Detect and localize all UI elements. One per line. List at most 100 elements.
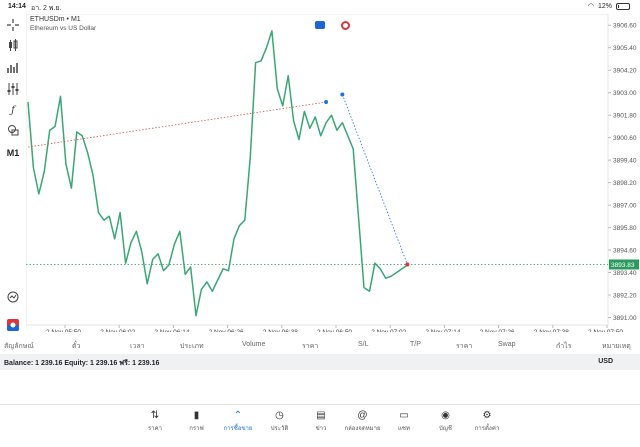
nav-label: ข่าว [315,426,327,432]
quotes-icon: ⇅ [150,410,160,421]
price-tick-label: 3903.00 [613,90,637,97]
bottom-navigation: ⇅ ราคา ▮ กราฟ ⌃ การซื้อขาย ◷ ประวัติ ▤ ข่าว @ กล่อง… [0,404,640,447]
time-tick-label: 2 Nov 07:26 [480,329,515,332]
projection-start-point [340,92,345,97]
chart-description: Ethereum vs US Dollar [30,25,97,32]
last-price-point [405,262,410,267]
trend-anchor-point [324,100,329,105]
status-bar: 14:14 อา. 2 พ.ย. ◠ 12% [0,0,640,14]
trade-column-header: เวลา [130,343,145,350]
time-tick-label: 2 Nov 06:14 [154,329,189,332]
price-tick-label: 3904.20 [613,68,637,75]
status-date: อา. 2 พ.ย. [31,5,62,12]
chart-icon: ▮ [193,410,200,421]
nav-item-chart[interactable]: ▮ กราฟ [177,409,217,433]
price-tick-label: 3901.80 [613,113,637,120]
current-price-label: 3893.83 [611,262,635,269]
function-icon[interactable]: ƒ [11,104,15,116]
indicators-icon[interactable] [4,59,22,77]
crosshair-icon[interactable] [4,16,22,34]
price-tick-label: 3891.00 [613,315,637,322]
nav-item-settings[interactable]: ⚙ การตั้งค่า [467,409,507,433]
balance-row: Balance: 1 239.16 Equity: 1 239.16 ฟรี: … [0,354,640,370]
price-tick-label: 3897.00 [613,203,637,210]
time-tick-label: 2 Nov 06:50 [317,329,352,332]
market-status-icon[interactable] [341,21,350,30]
trade-column-header: S/L [358,341,369,348]
balance-currency: USD [598,358,613,365]
time-tick-label: 2 Nov 07:38 [534,329,569,332]
current-price-tag [609,259,639,270]
trade-column-header: ประเภท [180,343,204,350]
projection-line [341,94,408,265]
timeframe-button[interactable]: M1 [6,148,20,158]
time-tick-label: 2 Nov 07:02 [371,329,406,332]
nav-label: การซื้อขาย [223,426,253,432]
settings-icon: ⚙ [482,410,492,421]
trade-column-header: กำไร [556,343,572,350]
trade-column-header: Volume [242,341,266,348]
time-tick-label: 2 Nov 07:50 [588,329,623,332]
price-tick-label: 3892.20 [613,293,637,300]
trend-line [27,101,327,148]
nav-item-news[interactable]: ▤ ข่าว [301,409,341,433]
trade-column-header: ตั๋ว [72,343,81,350]
zoom-reset-icon[interactable] [4,288,22,306]
nav-label: ราคา [148,426,162,432]
price-tick-label: 3905.40 [613,45,637,52]
chart-canvas[interactable]: 3906.60 3905.40 3904.20 3903.00 3901.80 3900.… [26,14,640,332]
status-right: ◠ 12% [588,2,630,10]
trade-icon: ⌃ [233,410,243,421]
trade-column-header: Swap [498,341,516,348]
nav-item-chat[interactable]: ▭ แชท [384,409,424,433]
chat-icon: ▭ [399,410,409,421]
nav-label: บัญชี [439,426,452,432]
balance-text: Balance: 1 239.16 Equity: 1 239.16 ฟรี: … [4,360,160,367]
nav-label: กราฟ [189,426,204,432]
plot-frame [26,14,609,326]
trade-column-header: ราคา [302,343,319,350]
history-icon: ◷ [275,410,284,421]
price-series-line [27,30,408,317]
time-tick-label: 2 Nov 07:14 [425,329,460,332]
nav-item-quotes[interactable]: ⇅ ราคา [135,409,175,433]
trade-column-header: หมายเหตุ [602,343,631,350]
account-icon: ◉ [441,410,450,421]
news-icon: ▤ [316,410,326,421]
time-tick-label: 2 Nov 06:02 [100,329,135,332]
price-tick-label: 3898.20 [613,180,637,187]
settings-sliders-icon[interactable] [4,80,22,98]
one-click-trading-icon[interactable] [4,316,22,334]
battery-icon [616,2,630,10]
trade-column-header: T/P [410,341,421,348]
price-tick-label: 3900.60 [613,135,637,142]
shapes-icon[interactable] [4,121,22,139]
nav-label: แชท [398,426,410,432]
trade-column-header: ราคา [456,343,473,350]
chart-symbol: ETHUSDm • M1 [30,16,81,23]
price-chart[interactable]: 3906.60 3905.40 3904.20 3903.00 3901.80 3900.… [26,14,640,332]
trade-table-header: สัญลักษณ์ ตั๋ว เวลา ประเภท Volume ราคา S/L T/P ร… [0,338,640,352]
price-tick-label: 3893.40 [613,270,637,277]
nav-label: ประวัติ [270,426,289,432]
nav-item-trade[interactable]: ⌃ การซื้อขาย [218,409,258,433]
wifi-icon: ◠ [587,3,594,10]
trade-column-header: สัญลักษณ์ [4,343,34,350]
time-tick-label: 2 Nov 06:38 [263,329,298,332]
chart-toolbar: ƒ M1 [0,14,26,344]
nav-item-history[interactable]: ◷ ประวัติ [260,409,300,433]
price-tick-label: 3899.40 [613,158,637,165]
nav-label: การตั้งค่า [474,426,500,432]
status-time: 14:14 [8,3,26,10]
price-tick-label: 3895.80 [613,225,637,232]
price-tick-label: 3906.60 [613,23,637,30]
nav-item-account[interactable]: ◉ บัญชี [426,409,466,433]
candlestick-icon[interactable] [4,36,22,54]
buy-sell-panel-icon[interactable] [315,21,325,29]
price-tick-label: 3894.60 [613,248,637,255]
nav-label: กล่องจดหมาย [344,426,381,432]
time-tick-label: 2 Nov 05:50 [46,329,81,332]
mailbox-icon: @ [357,410,368,421]
nav-item-mailbox[interactable]: @ กล่องจดหมาย [343,409,383,433]
battery-percent: 12% [597,2,612,10]
